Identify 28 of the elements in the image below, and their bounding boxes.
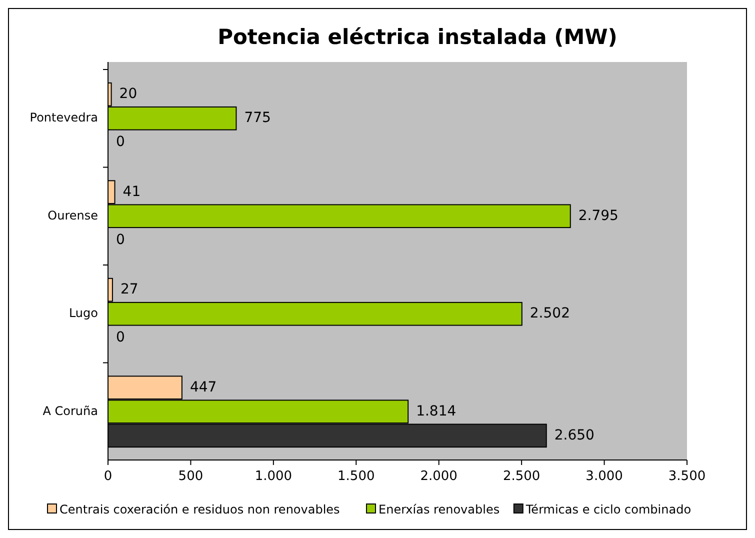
- data-label: 775: [244, 110, 271, 126]
- data-label: 20: [119, 86, 138, 102]
- data-label: 447: [190, 379, 217, 396]
- y-tick-label: Ourense: [48, 208, 98, 222]
- data-label: 2.502: [530, 306, 570, 322]
- legend-label: Centrais coxeración e residuos non renovables: [60, 502, 340, 516]
- chart-title: Potencia eléctrica instalada (MW): [218, 25, 618, 49]
- data-label: 2.650: [554, 427, 594, 444]
- x-tick-label: 1.000: [254, 469, 292, 484]
- y-tick-label: Pontevedra: [30, 110, 98, 125]
- y-tick-label: A Coruña: [42, 404, 98, 418]
- data-label: 41: [122, 184, 141, 200]
- data-label: 0: [116, 232, 125, 248]
- y-tick-label: Lugo: [68, 306, 98, 320]
- x-tick-label: 3.500: [668, 469, 706, 484]
- x-tick-label: 1.500: [338, 469, 375, 484]
- data-label: 1.814: [416, 403, 456, 420]
- x-tick-label: 3.000: [586, 469, 623, 484]
- legend-label: Enerxías renovables: [378, 502, 500, 516]
- x-tick-label: 500: [178, 469, 204, 484]
- x-tick-label: 2.500: [502, 469, 540, 484]
- data-label: 0: [116, 134, 125, 150]
- data-label: 0: [116, 330, 125, 346]
- legend-label: Térmicas e ciclo combinado: [524, 502, 692, 516]
- data-label: 2.795: [578, 208, 618, 224]
- data-label: 27: [120, 282, 138, 298]
- x-tick-label: 2.000: [420, 469, 458, 484]
- x-tick-label: 0: [104, 469, 112, 484]
